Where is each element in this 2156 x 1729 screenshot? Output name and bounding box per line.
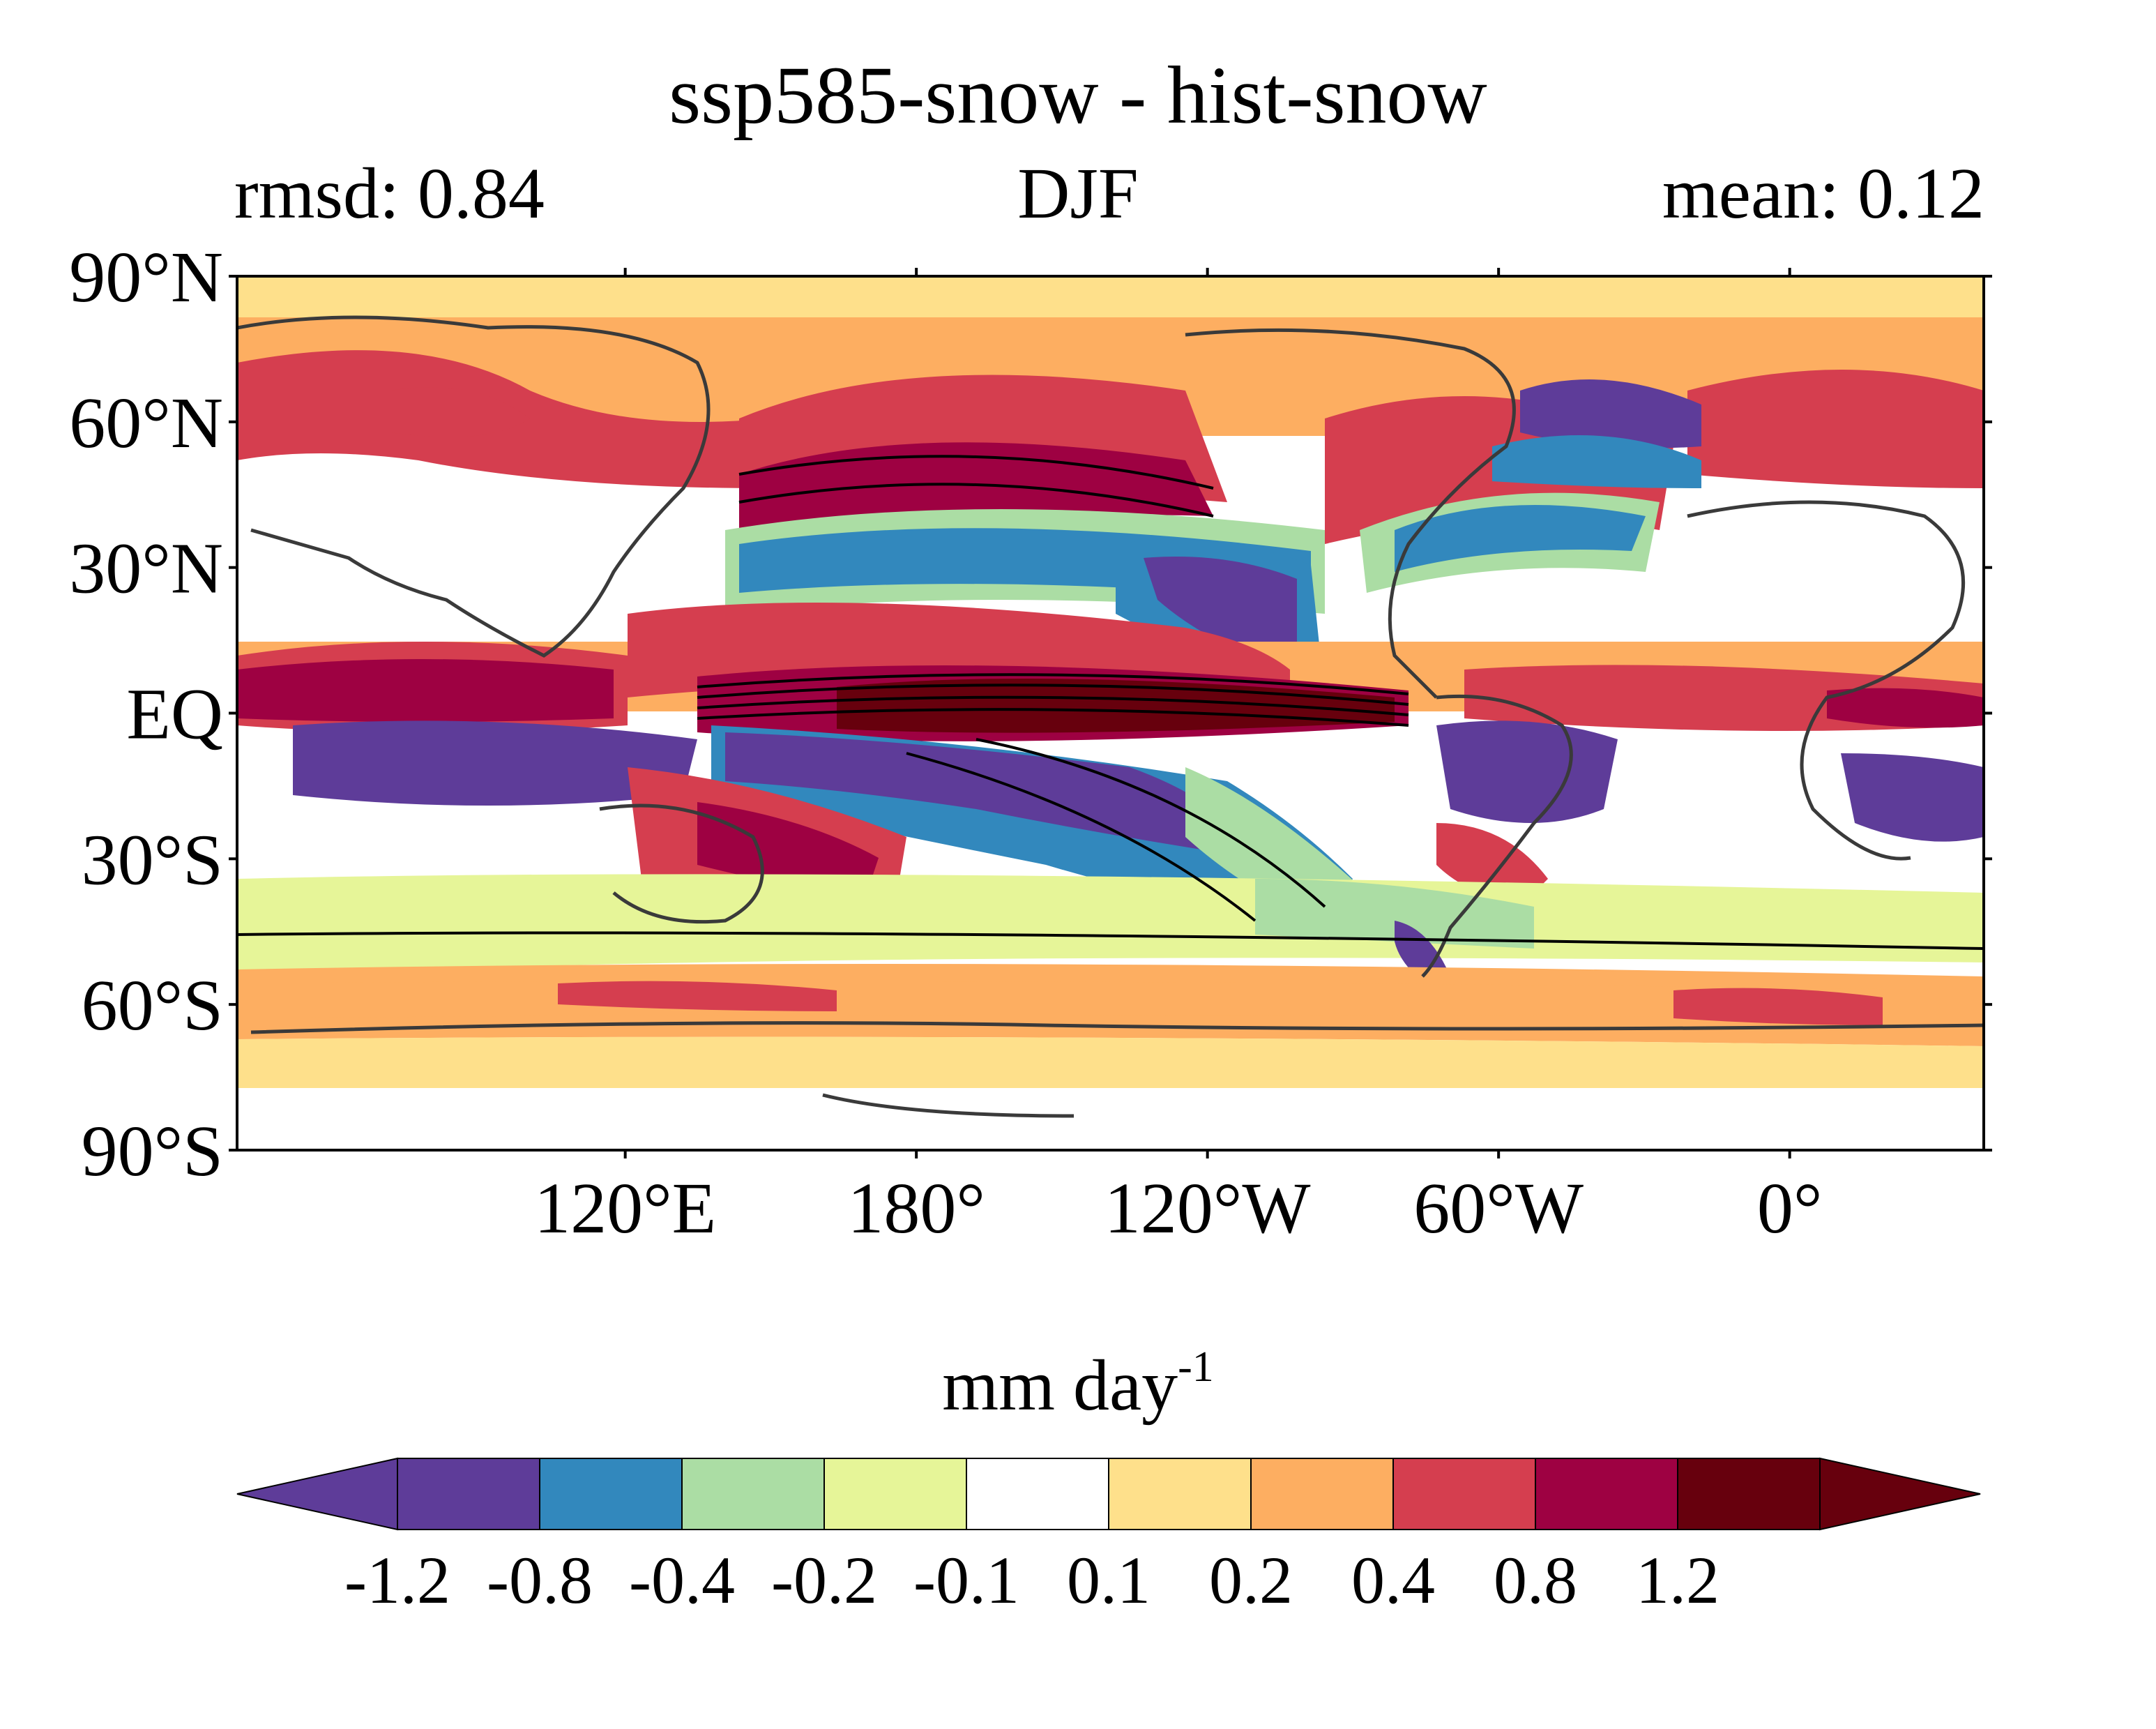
- colorbar-level-label: -0.8: [487, 1543, 593, 1617]
- colorbar-level-label: -1.2: [344, 1543, 450, 1617]
- lat-tick-label: 60°N: [69, 383, 223, 463]
- colorbar-segment: [1250, 1458, 1394, 1530]
- mean-label: mean: 0.12: [1662, 153, 1984, 234]
- colorbar-labels: -1.2 -0.8 -0.4 -0.2 -0.1 0.1 0.2 0.4 0.8 1.2: [344, 1543, 1720, 1617]
- rmsd-label: rmsd: 0.84: [234, 153, 545, 234]
- map-field: [237, 276, 1984, 1150]
- colorbar-level-label: 1.2: [1636, 1543, 1720, 1617]
- colorbar-level-label: -0.2: [771, 1543, 877, 1617]
- colorbar-boxes: [236, 1457, 1981, 1531]
- colorbar-segment: [1535, 1458, 1678, 1530]
- plot-title: ssp585-snow - hist-snow: [669, 50, 1487, 141]
- colorbar-under-arrow: [236, 1457, 398, 1531]
- colorbar-level-label: 0.8: [1494, 1543, 1577, 1617]
- lon-tick-label: 120°W: [1104, 1168, 1311, 1248]
- lat-tick-label: 30°S: [82, 820, 223, 900]
- lon-tick-label: 120°E: [534, 1168, 716, 1248]
- colorbar-segment: [823, 1458, 967, 1530]
- lat-tick-label: EQ: [126, 674, 223, 755]
- lon-tick-label: 0°: [1757, 1168, 1823, 1248]
- colorbar-level-label: 0.1: [1067, 1543, 1151, 1617]
- colorbar-level-label: -0.1: [913, 1543, 1019, 1617]
- colorbar-segment: [1677, 1458, 1821, 1530]
- lat-tick-label: 30°N: [69, 529, 223, 609]
- colorbar-level-label: 0.2: [1209, 1543, 1293, 1617]
- lon-ticks: 120°E 180° 120°W 60°W 0°: [534, 268, 1822, 1248]
- lat-tick-label: 60°S: [82, 965, 223, 1045]
- colorbar-segment: [1392, 1458, 1536, 1530]
- colorbar-level-label: 0.4: [1351, 1543, 1435, 1617]
- lon-tick-label: 60°W: [1413, 1168, 1584, 1248]
- lat-tick-label: 90°N: [69, 237, 223, 317]
- colorbar-segment: [681, 1458, 825, 1530]
- colorbar-units: mm day-1: [0, 1345, 2156, 1422]
- colorbar-segment: [397, 1458, 540, 1530]
- colorbar-segment: [539, 1458, 683, 1530]
- colorbar-over-arrow: [1819, 1457, 1981, 1531]
- colorbar-segment: [1108, 1458, 1252, 1530]
- colorbar-segment: [966, 1458, 1109, 1530]
- units-exponent: -1: [1178, 1343, 1214, 1391]
- units-text: mm day: [942, 1345, 1178, 1426]
- lat-tick-label: 90°S: [82, 1111, 223, 1191]
- lon-tick-label: 180°: [847, 1168, 985, 1248]
- lat-ticks: 90°N 60°N 30°N EQ 30°S 60°S 90°S: [69, 237, 1992, 1191]
- colorbar-level-label: -0.4: [629, 1543, 735, 1617]
- season-label: DJF: [1017, 153, 1139, 234]
